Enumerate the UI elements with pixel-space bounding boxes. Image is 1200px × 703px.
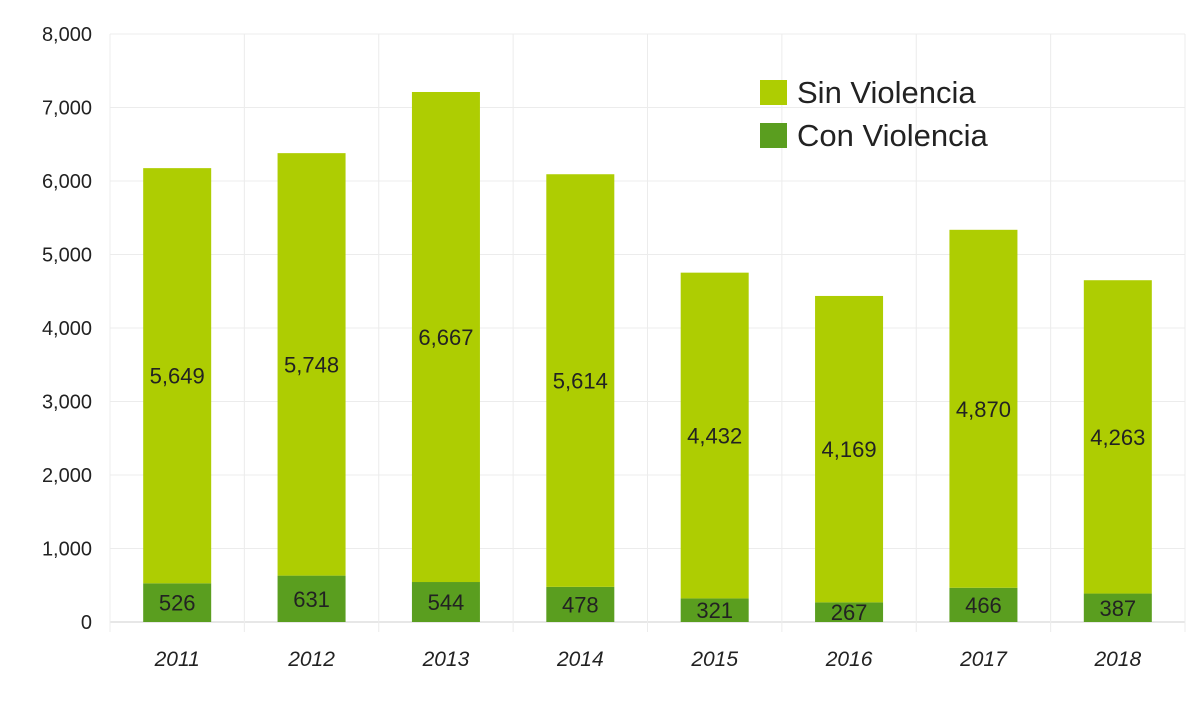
bar-value-label-sin-violencia: 6,667 [418, 325, 473, 350]
x-tick-label: 2015 [690, 648, 738, 671]
bar-value-label-sin-violencia: 5,614 [553, 369, 608, 394]
bar-value-label-con-violencia: 387 [1099, 596, 1136, 621]
bar-value-label-sin-violencia: 4,263 [1090, 425, 1145, 450]
bar-value-label-con-violencia: 478 [562, 592, 599, 617]
x-tick-label: 2018 [1093, 648, 1141, 671]
y-tick-label: 2,000 [42, 465, 92, 487]
legend: Sin Violencia Con Violencia [760, 75, 988, 153]
y-tick-label: 6,000 [42, 171, 92, 193]
x-tick-label: 2017 [959, 648, 1008, 671]
bar-value-label-con-violencia: 631 [293, 587, 330, 612]
grid-lines [110, 34, 1185, 632]
legend-label-sin-violencia: Sin Violencia [797, 75, 976, 110]
bar-value-label-con-violencia: 321 [696, 598, 733, 623]
y-tick-label: 1,000 [42, 539, 92, 561]
y-tick-label: 7,000 [42, 98, 92, 120]
y-axis: 0 1,000 2,000 3,000 4,000 5,000 6,000 7,000 8,00… [42, 24, 92, 634]
x-tick-label: 2012 [287, 648, 335, 671]
legend-label-con-violencia: Con Violencia [797, 118, 988, 153]
bar-value-label-sin-violencia: 5,748 [284, 352, 339, 377]
x-tick-label: 2016 [825, 648, 873, 671]
bar-value-label-sin-violencia: 4,169 [822, 437, 877, 462]
bar-value-label-con-violencia: 526 [159, 591, 196, 616]
y-tick-label: 3,000 [42, 392, 92, 414]
legend-swatch-con-violencia [760, 123, 787, 148]
x-tick-label: 2014 [556, 648, 604, 671]
legend-swatch-sin-violencia [760, 80, 787, 105]
bar-value-label-con-violencia: 466 [965, 593, 1002, 618]
y-tick-label: 8,000 [42, 24, 92, 46]
bar-value-label-sin-violencia: 5,649 [150, 364, 205, 389]
x-tick-label: 2013 [422, 648, 470, 671]
bar-value-label-sin-violencia: 4,432 [687, 424, 742, 449]
y-tick-label: 5,000 [42, 245, 92, 267]
y-tick-label: 0 [81, 612, 92, 634]
bar-value-label-sin-violencia: 4,870 [956, 397, 1011, 422]
y-tick-label: 4,000 [42, 318, 92, 340]
x-axis: 2011 2012 2013 2014 2015 2016 2017 2018 [154, 648, 1142, 671]
x-tick-label: 2011 [154, 648, 200, 671]
bar-value-label-con-violencia: 267 [831, 600, 868, 625]
bar-value-label-con-violencia: 544 [428, 590, 465, 615]
